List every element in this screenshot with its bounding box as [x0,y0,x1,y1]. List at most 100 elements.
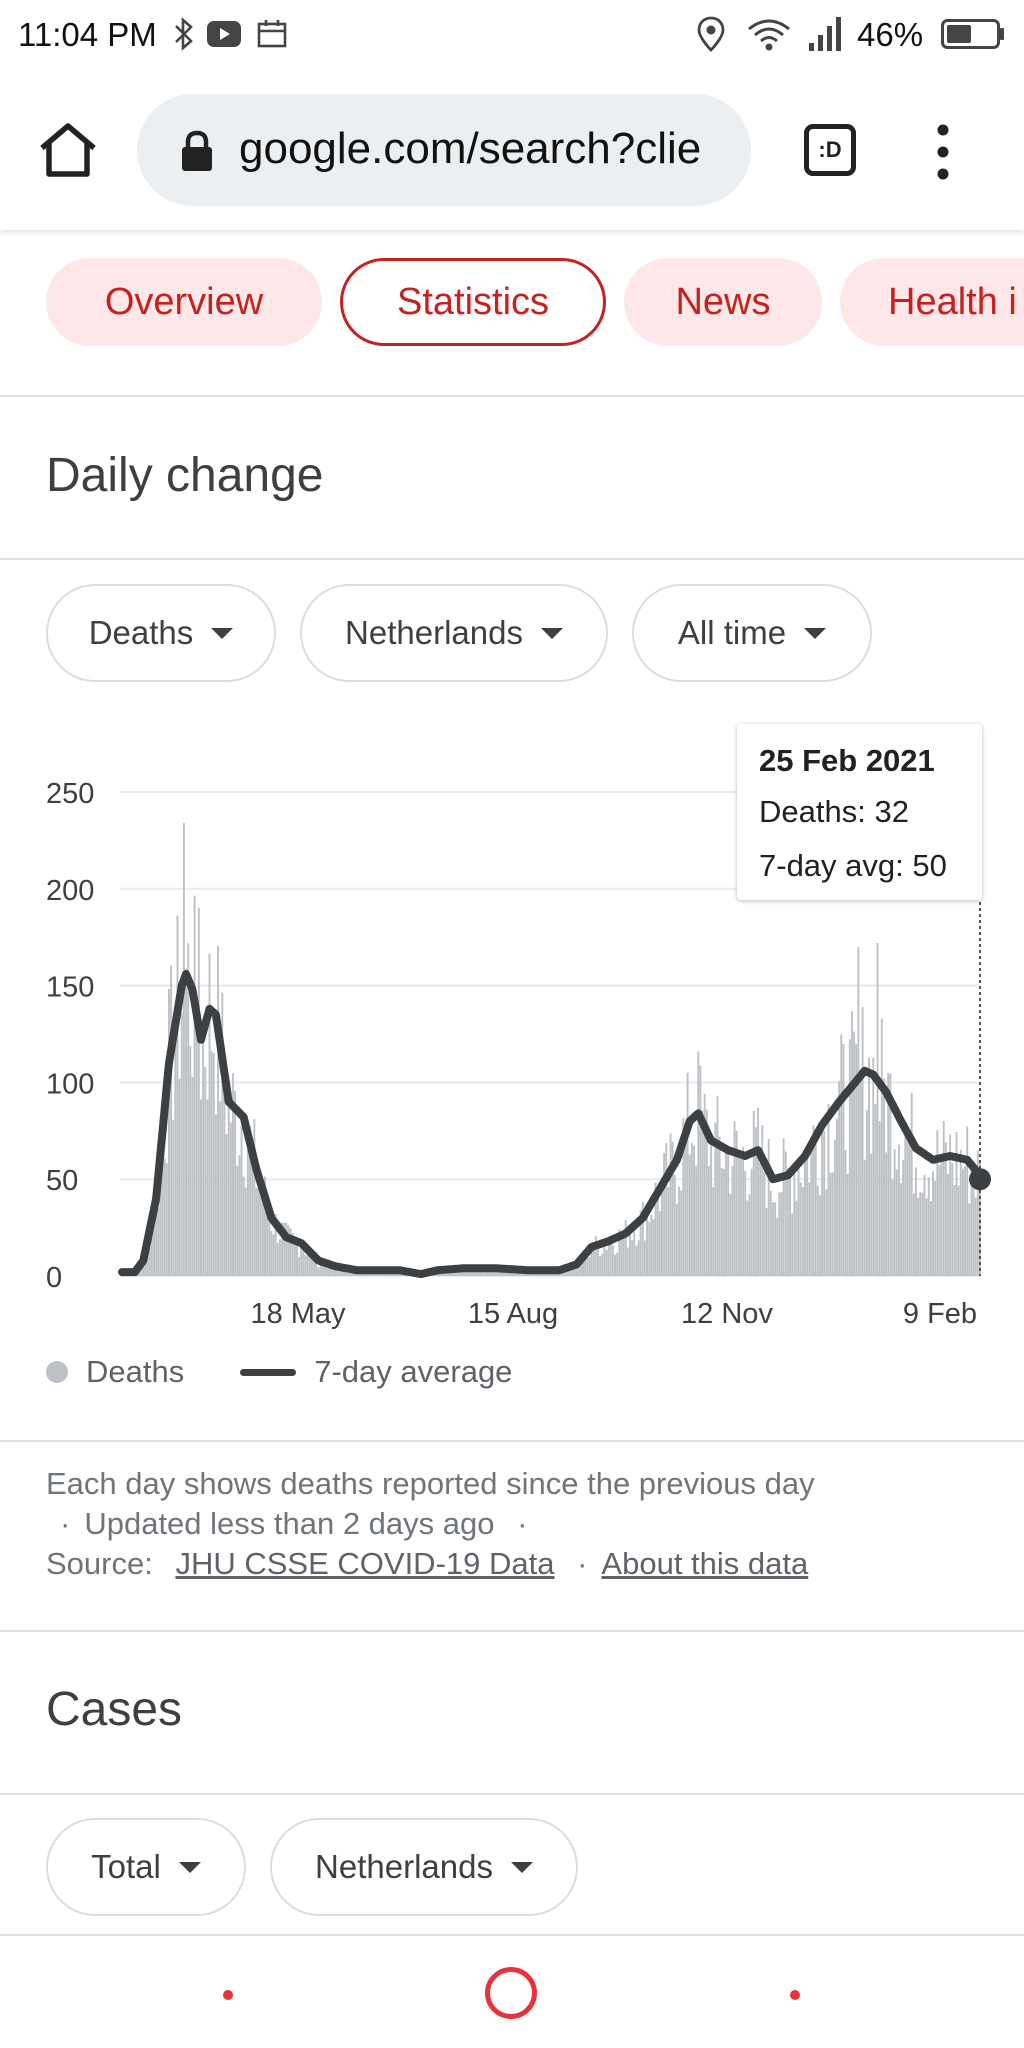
cases-metric-dropdown[interactable]: Total [46,1818,246,1916]
death-bar [656,1195,659,1276]
tab-news[interactable]: News [624,258,822,346]
death-bar [699,1065,702,1276]
death-bar [974,1197,977,1276]
death-bar [900,1183,902,1276]
region-dropdown[interactable]: Netherlands [300,584,608,682]
nav-back-button[interactable] [223,1990,233,2000]
death-bar [285,1222,288,1276]
death-bar [366,1272,369,1276]
about-data-link[interactable]: About this data [601,1546,809,1581]
death-bar [453,1271,456,1276]
death-bar [940,1159,943,1276]
death-bar [449,1271,452,1276]
death-bar [846,1174,849,1276]
death-bar [246,1148,249,1276]
death-bar [471,1270,473,1276]
death-bar [225,1134,228,1276]
death-bar [212,1052,215,1276]
death-bar [274,1213,277,1276]
address-bar[interactable]: google.com/search?clie [137,94,751,206]
cases-region-dropdown[interactable]: Netherlands [270,1818,578,1916]
death-bar [910,1092,913,1276]
death-bar [840,1034,843,1276]
death-bar [223,1082,226,1276]
nav-recents-button[interactable] [790,1990,800,2000]
deaths-legend-swatch [46,1361,68,1383]
death-bar [298,1256,301,1276]
death-bar [234,1090,237,1276]
tab-overview[interactable]: Overview [46,258,322,346]
death-bar [663,1152,666,1276]
death-bar [712,1187,715,1276]
death-bar [855,1044,858,1276]
death-bar [915,1167,917,1276]
tab-statistics[interactable]: Statistics [340,258,606,346]
death-bar [895,1169,898,1276]
death-bar [782,1138,785,1276]
death-bar [646,1210,648,1276]
timeframe-dropdown[interactable]: All time [632,584,872,682]
death-bar [722,1168,725,1276]
death-bar [310,1250,313,1276]
home-icon[interactable] [36,118,100,182]
caret-down-icon [510,1861,533,1873]
death-bar [684,1126,687,1276]
metric-dropdown[interactable]: Deaths [46,584,276,682]
death-bar [447,1272,450,1276]
nav-home-button[interactable] [485,1967,537,2019]
death-bar [767,1138,770,1276]
death-bar [951,1163,954,1276]
source-link[interactable]: JHU CSSE COVID-19 Data [175,1546,555,1581]
divider [0,395,1024,397]
death-bar [490,1269,493,1276]
death-bar [253,1119,256,1276]
death-bar [622,1233,625,1276]
death-bar [614,1254,616,1276]
death-bar [281,1222,284,1276]
tab-switcher-button[interactable]: :D [804,124,856,176]
death-bar [238,1155,241,1276]
death-bar [844,1150,847,1276]
death-bar [680,1190,683,1276]
tab-health[interactable]: Health i [840,258,1024,346]
note-text: Each day shows deaths reported since the… [46,1466,815,1501]
death-bar [648,1221,651,1276]
death-bar [441,1272,444,1276]
death-bar [370,1272,373,1276]
death-bar [669,1133,672,1276]
death-bar [695,1165,698,1276]
menu-icon[interactable] [928,122,958,182]
divider [0,1793,1024,1795]
death-bar [827,1104,830,1276]
death-bar [720,1168,723,1276]
death-bar [200,1099,202,1276]
death-bar [618,1229,621,1276]
death-bar [571,1264,574,1276]
daily-deaths-chart[interactable]: 0 50 100 150 200 250 18 May 15 Aug 12 Nov 9 Feb [0,700,1024,1380]
death-bar [772,1202,774,1276]
death-bar [185,968,187,1276]
death-bar [268,1216,271,1276]
death-bar [874,1104,877,1276]
death-bar [953,1185,956,1276]
url-text[interactable]: google.com/search?clie [239,124,702,173]
tooltip-deaths: Deaths: 32 [759,794,909,829]
death-bar [616,1252,619,1276]
death-bar [240,1125,243,1276]
death-bar [880,1018,883,1276]
death-bar [959,1149,962,1276]
death-bar [629,1234,631,1276]
death-bar [671,1141,674,1276]
calendar-icon [256,16,288,52]
death-bar [564,1271,567,1276]
death-bar [153,1225,155,1276]
death-bar [744,1170,747,1276]
caret-down-icon [178,1861,201,1873]
death-bar [979,1161,981,1276]
x-tick-label: 9 Feb [903,1298,977,1330]
death-bar [658,1211,661,1276]
death-bar [778,1192,781,1276]
y-tick-label: 100 [46,1068,94,1100]
death-bar [885,1152,888,1276]
x-tick-label: 15 Aug [468,1298,558,1330]
